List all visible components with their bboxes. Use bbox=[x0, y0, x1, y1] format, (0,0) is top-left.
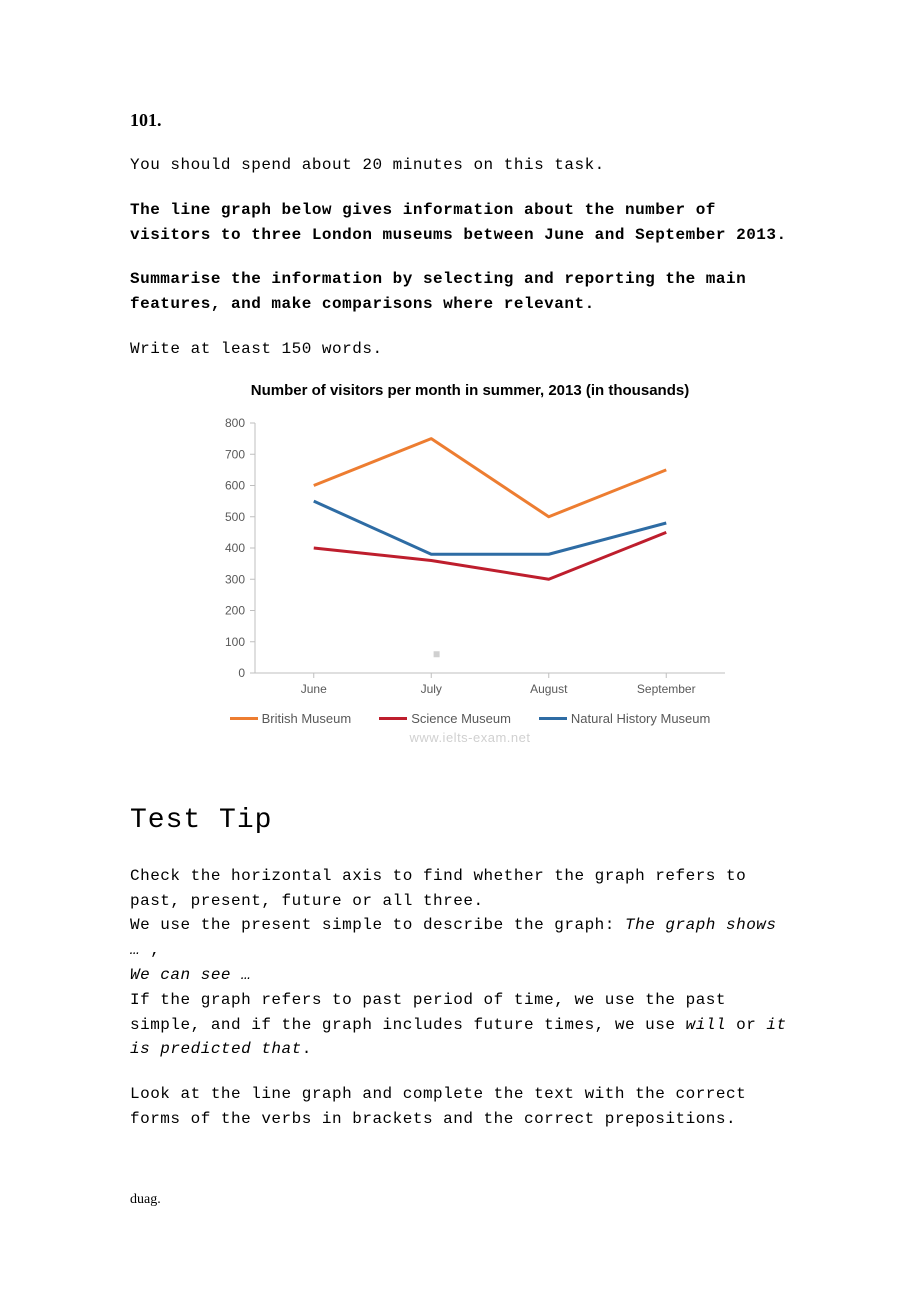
svg-text:800: 800 bbox=[225, 416, 245, 430]
svg-text:0: 0 bbox=[238, 666, 245, 680]
chart-title: Number of visitors per month in summer, … bbox=[190, 382, 750, 399]
svg-text:200: 200 bbox=[225, 603, 245, 617]
tip-line-3-italic-1: will bbox=[686, 1016, 726, 1034]
min-words: Write at least 150 words. bbox=[130, 337, 790, 362]
svg-text:100: 100 bbox=[225, 635, 245, 649]
tip-line-3-end: . bbox=[302, 1040, 312, 1058]
svg-text:June: June bbox=[301, 682, 327, 696]
svg-text:500: 500 bbox=[225, 510, 245, 524]
test-tip-heading: Test Tip bbox=[130, 805, 790, 836]
task-number: 101. bbox=[130, 110, 790, 131]
svg-text:300: 300 bbox=[225, 572, 245, 586]
legend-item: British Museum bbox=[230, 711, 352, 726]
legend-swatch bbox=[539, 717, 567, 720]
tip-line-1: Check the horizontal axis to find whethe… bbox=[130, 867, 746, 910]
page: 101. You should spend about 20 minutes o… bbox=[0, 0, 920, 1302]
footer-text: duag. bbox=[130, 1192, 790, 1208]
tip-line-2-italic-2: We can see … bbox=[130, 966, 251, 984]
legend-label: Science Museum bbox=[411, 711, 511, 726]
tip-line-2a: We use the present simple to describe th… bbox=[130, 916, 625, 934]
legend-item: Natural History Museum bbox=[539, 711, 710, 726]
svg-text:August: August bbox=[530, 682, 568, 696]
chart-watermark: www.ielts-exam.net bbox=[190, 730, 750, 745]
tip-line-2-comma: , bbox=[150, 941, 160, 959]
legend-label: British Museum bbox=[262, 711, 352, 726]
task-prompt-1: The line graph below gives information a… bbox=[130, 198, 790, 248]
chart-plot-area: 0 100 200 300 400 500 600 700 800 June July August S… bbox=[205, 413, 735, 703]
svg-text:July: July bbox=[421, 682, 442, 696]
tip-line-3a: If the graph refers to past period of ti… bbox=[130, 991, 726, 1034]
legend-swatch bbox=[230, 717, 258, 720]
svg-text:700: 700 bbox=[225, 447, 245, 461]
chart-legend: British Museum Science Museum Natural Hist… bbox=[190, 711, 750, 726]
task-prompt-2: Summarise the information by selecting a… bbox=[130, 267, 790, 317]
svg-text:400: 400 bbox=[225, 541, 245, 555]
legend-label: Natural History Museum bbox=[571, 711, 710, 726]
tip-paragraph-2: Look at the line graph and complete the … bbox=[130, 1082, 790, 1132]
legend-swatch bbox=[379, 717, 407, 720]
svg-text:September: September bbox=[637, 682, 696, 696]
tip-paragraph-1: Check the horizontal axis to find whethe… bbox=[130, 864, 790, 1062]
tip-line-3-or: or bbox=[726, 1016, 766, 1034]
legend-item: Science Museum bbox=[379, 711, 511, 726]
intro-text: You should spend about 20 minutes on thi… bbox=[130, 153, 790, 178]
svg-text:600: 600 bbox=[225, 478, 245, 492]
line-chart: Number of visitors per month in summer, … bbox=[190, 382, 750, 745]
